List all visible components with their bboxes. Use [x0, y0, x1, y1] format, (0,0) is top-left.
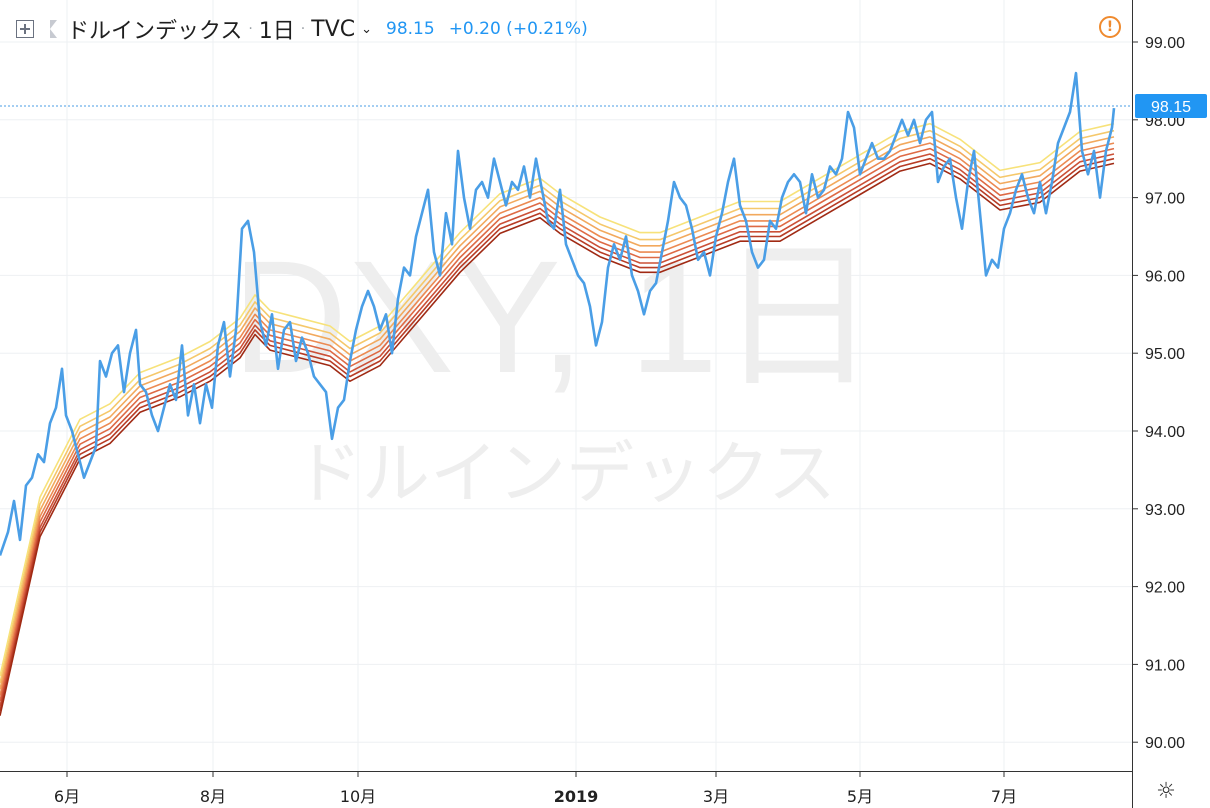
- x-axis-ticks: 6月 8月 10月 2019 3月 5月 7月: [54, 772, 1017, 806]
- watermark-name: ドルインデックス: [294, 435, 836, 514]
- watermark: DXY, 1日 ドルインデックス: [232, 227, 878, 514]
- legend-price: 98.15: [386, 19, 435, 39]
- legend-change: +0.20 (+0.21%): [448, 19, 588, 39]
- right-axis-panel[interactable]: [1132, 0, 1210, 808]
- y-tick-label: 96.00: [1145, 268, 1185, 285]
- x-tick-label: 8月: [200, 787, 226, 806]
- separator-dot: ·: [300, 21, 306, 37]
- source-label[interactable]: TVC: [311, 16, 356, 42]
- bottom-axis-panel[interactable]: [0, 772, 1132, 808]
- x-tick-label: 3月: [703, 787, 729, 806]
- chart-legend: ドルインデックス · 1日 · TVC ⌄ 98.15 +0.20 (+0.21…: [16, 14, 588, 44]
- x-tick-label: 2019: [554, 787, 599, 806]
- ribbon-line: [0, 142, 1115, 696]
- ribbon-line: [0, 153, 1115, 707]
- grid: [0, 0, 1132, 771]
- price-line: [0, 71, 1116, 556]
- last-price-text: 98.15: [1151, 99, 1191, 116]
- x-tick-label: 5月: [847, 787, 873, 806]
- ribbon-line: [0, 147, 1115, 702]
- x-tick-label: 10月: [340, 787, 376, 806]
- alert-icon[interactable]: !: [1099, 16, 1121, 38]
- y-tick-label: 99.00: [1145, 35, 1185, 52]
- y-tick-label: 92.00: [1145, 580, 1185, 597]
- flag-icon[interactable]: [50, 20, 57, 38]
- last-price-badge: [1135, 94, 1207, 118]
- ribbon-line: [0, 129, 1115, 684]
- watermark-symbol: DXY, 1日: [232, 227, 878, 406]
- y-tick-label: 93.00: [1145, 502, 1185, 519]
- last-price-label: 98.15: [1135, 94, 1207, 118]
- add-icon[interactable]: [16, 20, 34, 38]
- x-tick-label: 6月: [54, 787, 80, 806]
- y-tick-label: 90.00: [1145, 735, 1185, 752]
- y-tick-label: 94.00: [1145, 424, 1185, 441]
- interval-label[interactable]: 1日: [258, 19, 295, 44]
- symbol-name[interactable]: ドルインデックス: [67, 19, 243, 44]
- ribbon-line: [0, 136, 1115, 690]
- y-tick-label: 91.00: [1145, 657, 1185, 674]
- separator-dot: ·: [248, 21, 253, 37]
- price-series: [0, 71, 1116, 556]
- x-tick-label: 7月: [991, 787, 1017, 806]
- gear-icon[interactable]: ☼: [1156, 779, 1176, 804]
- y-tick-label: 95.00: [1145, 346, 1185, 363]
- y-tick-label: 97.00: [1145, 191, 1185, 208]
- chevron-down-icon[interactable]: ⌄: [361, 21, 373, 37]
